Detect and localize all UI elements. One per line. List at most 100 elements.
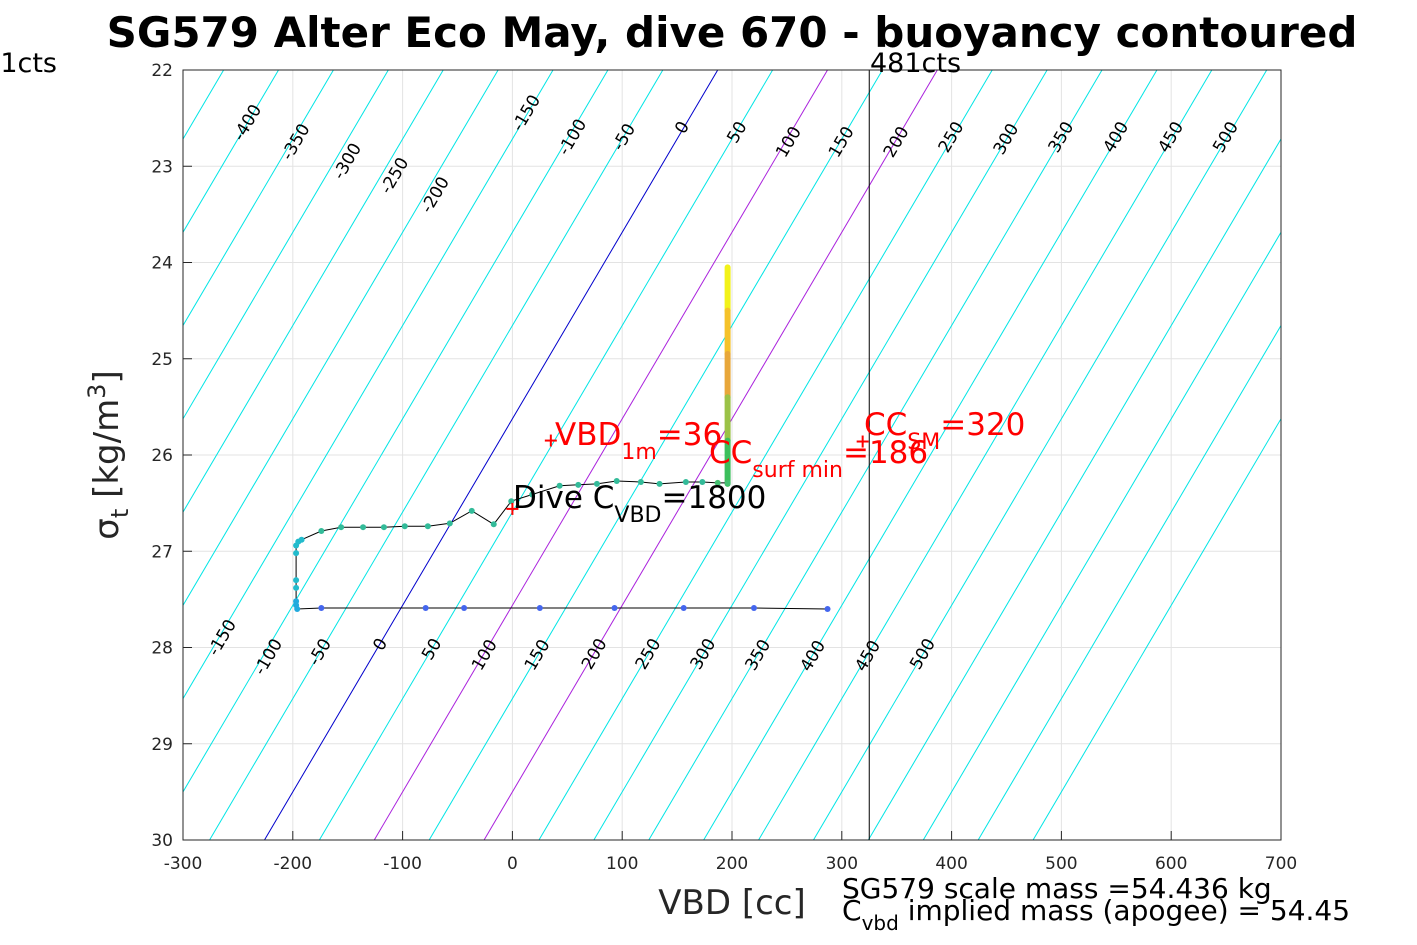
x-tick-label: 400: [935, 854, 967, 874]
left-cts-label: 1cts: [0, 48, 57, 79]
profile-point: [529, 491, 536, 498]
contour-line: [977, 324, 1281, 840]
y-label-rest: [kg/m: [87, 399, 127, 509]
profile-point: [293, 584, 300, 591]
profile-point: [536, 605, 543, 612]
y-tick-label: 22: [151, 61, 173, 81]
y-axis-ticks: 22 23 24 25 26 27 28 29 30: [151, 61, 192, 851]
contour-line: [538, 70, 993, 840]
x-axis-label: VBD [cc]: [658, 883, 806, 923]
x-tick-label: -200: [274, 854, 313, 874]
contour-line: [428, 70, 883, 840]
profile-point: [575, 481, 582, 488]
profile-point: [508, 498, 515, 505]
cc-sm-annotation: CCSM=320: [864, 407, 1025, 455]
contour-line-zero: [264, 70, 719, 840]
x-tick-label: 500: [1045, 854, 1077, 874]
profile-point: [682, 478, 689, 485]
buoyancy-contours: [0, 70, 1281, 840]
profile-point: [422, 605, 429, 612]
profile-point: [656, 480, 663, 487]
profile-point: [293, 598, 300, 605]
profile-point: [298, 536, 305, 543]
profile-point: [490, 521, 497, 528]
contour-line: [593, 70, 1048, 840]
x-tick-label: 700: [1265, 854, 1297, 874]
contour-line: [867, 138, 1281, 840]
contour-line: [183, 70, 609, 793]
plus-marker: [856, 435, 869, 448]
x-tick-label: 600: [1155, 854, 1187, 874]
contour-line-highlight: [373, 70, 828, 840]
contour-line: [183, 70, 444, 514]
contour-line: [648, 70, 1103, 840]
contour-line: [922, 231, 1281, 840]
contour-line: [209, 70, 664, 840]
profile-point: [424, 523, 431, 530]
y-tick-label: 28: [151, 639, 173, 659]
vbd-1m-annotation: VBD1m=36: [555, 417, 722, 465]
scale-mass-footer: SG579 scale mass =54.436 kg: [842, 872, 1272, 905]
x-tick-label: 0: [507, 854, 518, 874]
profile-point: [714, 479, 721, 486]
contour-line: [703, 70, 1158, 840]
y-tick-label: 27: [151, 542, 173, 562]
y-label-sup: 3: [83, 384, 111, 399]
profile-point: [338, 524, 345, 531]
y-label-symbol: σ: [87, 518, 127, 540]
profile-point: [461, 605, 468, 612]
contour-line: [758, 70, 1213, 840]
x-tick-label: 100: [606, 854, 638, 874]
contour-line: [183, 70, 389, 420]
profile-point: [293, 550, 300, 557]
profile-point: [750, 605, 757, 612]
profile-point: [611, 605, 618, 612]
y-tick-label: 29: [151, 735, 173, 755]
profile-point: [468, 507, 475, 514]
profile-point: [824, 606, 831, 612]
profile-point: [724, 479, 731, 486]
profile-line: [295, 480, 828, 610]
profile-point: [360, 524, 367, 531]
contour-line: [183, 70, 499, 607]
profile-point: [293, 577, 300, 584]
contour-line: [183, 70, 554, 700]
profile-point: [637, 478, 644, 485]
profile-point: [380, 524, 387, 531]
x-tick-label: -100: [383, 854, 422, 874]
svg-text:σt [kg/m3]: σt [kg/m3]: [83, 370, 134, 539]
x-tick-label: 300: [826, 854, 858, 874]
vline-cts-label: 481cts: [870, 48, 961, 79]
contour-line: [183, 70, 279, 234]
profile-point: [593, 480, 600, 487]
x-tick-label: -300: [164, 854, 203, 874]
x-tick-label: 200: [716, 854, 748, 874]
contour-line: [0, 70, 169, 840]
contour-line: [183, 70, 334, 327]
y-axis-label: σt [kg/m3]: [83, 370, 134, 539]
y-tick-label: 23: [151, 157, 173, 177]
plus-marker: [506, 502, 519, 515]
cc-surf-min-annotation: CCsurf min=186: [709, 435, 928, 483]
contour-line-highlight: [483, 70, 938, 840]
markers: [506, 434, 869, 515]
profile-point: [613, 477, 620, 484]
y-label-sub: t: [106, 509, 134, 518]
plus-marker: [544, 434, 557, 447]
profile-point: [318, 605, 325, 612]
y-tick-label: 24: [151, 254, 173, 274]
profile-point: [401, 523, 408, 530]
contour-line: [1032, 417, 1281, 840]
profile-point: [680, 605, 687, 612]
dive-cvbd-annotation: Dive CVBD=1800: [513, 480, 766, 528]
profile-point: [318, 528, 325, 535]
y-tick-label: 30: [151, 831, 173, 851]
x-axis-ticks: -300 -200 -100 0 100 200 300 400 500 600 700: [164, 831, 1297, 874]
profile-point: [699, 478, 706, 485]
y-label-end: ]: [87, 370, 127, 383]
implied-mass-footer: Cvbd implied mass (apogee) = 54.45: [842, 894, 1350, 935]
y-tick-label: 26: [151, 446, 173, 466]
profile-point: [556, 482, 563, 489]
contour-line: [813, 70, 1268, 840]
